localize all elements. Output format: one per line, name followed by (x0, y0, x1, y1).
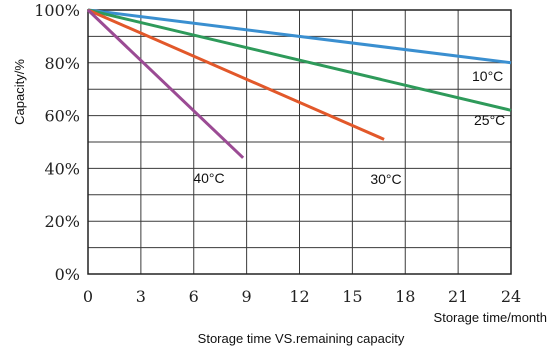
y-tick-label: 100% (34, 1, 80, 20)
series-label-0: 10°C (472, 68, 503, 84)
x-tick-label: 0 (83, 287, 93, 306)
y-tick-label: 80% (44, 54, 80, 73)
x-tick-label: 3 (136, 287, 146, 306)
series-line-0 (87, 8, 512, 65)
x-tick-label: 12 (289, 287, 309, 306)
y-tick-label: 60% (44, 107, 80, 126)
plot-frame (87, 9, 512, 275)
x-tick-label: 15 (342, 287, 362, 306)
series-label-2: 30°C (370, 171, 401, 187)
series-label-1: 25°C (474, 112, 505, 128)
x-tick-label: 24 (501, 287, 521, 306)
chart-caption: Storage time VS.remaining capacity (198, 331, 405, 346)
series-line-3 (86, 8, 245, 159)
x-tick-label: 21 (448, 287, 468, 306)
y-axis-label: Capacity/% (12, 59, 27, 125)
series-labels: 10°C 25°C 30°C 40°C (193, 68, 505, 187)
series-lines (86, 8, 512, 159)
series-line-1 (87, 8, 512, 112)
x-axis-label: Storage time/month (434, 310, 547, 325)
x-tick-label: 18 (395, 287, 415, 306)
y-tick-labels: 0% 20% 40% 60% 80% 100% (34, 1, 80, 284)
series-line-2 (87, 8, 385, 141)
grid (87, 9, 512, 275)
x-tick-labels: 0 3 6 9 12 15 18 21 24 (83, 287, 521, 306)
x-tick-label: 9 (242, 287, 252, 306)
series-label-3: 40°C (193, 170, 224, 186)
x-tick-label: 6 (189, 287, 199, 306)
y-tick-label: 20% (44, 212, 80, 231)
y-tick-label: 0% (55, 265, 80, 284)
y-tick-label: 40% (44, 159, 80, 178)
